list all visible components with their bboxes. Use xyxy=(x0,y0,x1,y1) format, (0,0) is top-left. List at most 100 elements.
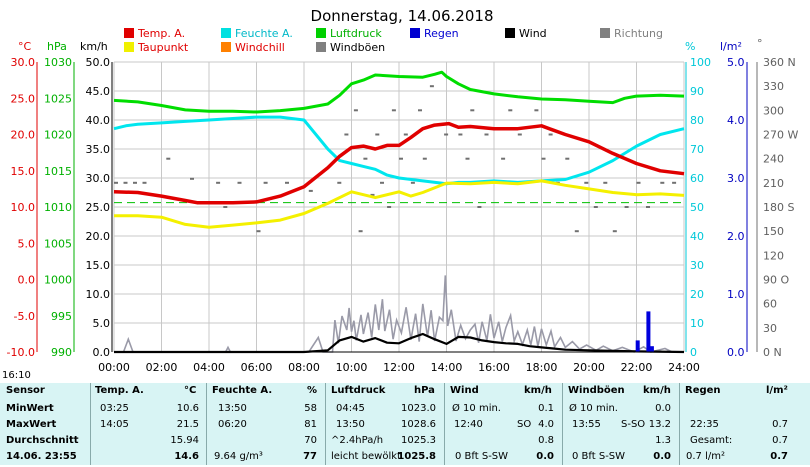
max-wind-time: 12:40 xyxy=(454,419,483,430)
header-temp: Temp. A. xyxy=(95,385,144,396)
max-wind-direction: SO xyxy=(517,419,532,430)
direction-point xyxy=(256,230,261,233)
humidity-tick-label: 80 xyxy=(690,114,704,127)
min-press-value: 1023.0 xyxy=(401,403,436,414)
avg-rain-value: 0.7 xyxy=(772,435,788,446)
pressure-line xyxy=(113,70,685,114)
pressure-tick-label: 1020 xyxy=(44,129,72,142)
weather-chart: Donnerstag, 14.06.2018 Temp. A. Feuchte A… xyxy=(7,7,799,374)
column-divider xyxy=(562,383,563,465)
header-humidity-unit: % xyxy=(307,385,318,396)
table-row-current: 14.06. 23:55 14.6 9.64 g/m³ 77 leicht be… xyxy=(0,451,810,467)
header-rain: Regen xyxy=(685,385,721,396)
direction-point xyxy=(422,157,427,160)
temp-tick-label: 30.0 xyxy=(11,56,36,69)
rain-bar xyxy=(635,340,640,352)
gusts-series xyxy=(122,275,673,353)
x-tick-label: 20:00 xyxy=(573,361,605,374)
column-divider xyxy=(679,383,680,465)
header-pressure: Luftdruck xyxy=(331,385,386,396)
direction-point xyxy=(584,181,589,184)
direction-point xyxy=(534,109,539,112)
direction-tick-label: 30 xyxy=(763,322,777,335)
min-wind-label: Ø 10 min. xyxy=(452,403,501,414)
legend-swatch xyxy=(124,42,134,52)
legend-swatch xyxy=(124,28,134,38)
direction-tick-label: 210 xyxy=(763,177,784,190)
avg-temp-value: 15.94 xyxy=(170,435,199,446)
temp-tick-label: 20.0 xyxy=(11,129,36,142)
direction-tick-label: 270 W xyxy=(763,129,798,142)
column-divider xyxy=(90,383,91,465)
avg-press-value: 1025.3 xyxy=(401,435,436,446)
wind-tick-label: 20.0 xyxy=(86,230,111,243)
header-temp-unit: °C xyxy=(184,385,197,396)
axes-layer xyxy=(36,62,758,353)
rain-tick-label: 2.0 xyxy=(727,230,745,243)
humidity-tick-label: 20 xyxy=(690,288,704,301)
direction-point xyxy=(142,181,147,184)
wind-tick-label: 40.0 xyxy=(86,114,111,127)
min-press-time: 04:45 xyxy=(336,403,365,414)
direction-point xyxy=(380,181,384,184)
wind-tick-label: 0.0 xyxy=(93,346,111,359)
max-press-value: 1028.6 xyxy=(401,419,436,430)
lines-layer xyxy=(113,70,685,354)
pressure-tick-label: 1010 xyxy=(44,201,72,214)
row-label: MaxWert xyxy=(6,419,57,430)
rain-tick-label: 5.0 xyxy=(727,56,745,69)
direction-point xyxy=(484,133,489,136)
table-header-row: Sensor Temp. A. °C Feuchte A. % Luftdruc… xyxy=(0,385,810,401)
current-rain-value: 0.7 xyxy=(770,451,788,462)
wind-tick-label: 50.0 xyxy=(86,56,111,69)
rain-tick-label: 4.0 xyxy=(727,114,745,127)
direction-point xyxy=(387,206,392,208)
direction-point xyxy=(646,206,650,208)
gust-line xyxy=(122,275,673,353)
axis-unit-pressure: hPa xyxy=(47,40,67,53)
axis-unit-temp: °C xyxy=(18,40,32,53)
current-wind-label: 0 Bft S-SW xyxy=(455,451,509,462)
direction-point xyxy=(444,133,449,136)
legend-swatch xyxy=(505,28,515,38)
direction-point xyxy=(548,133,553,136)
wind-line xyxy=(114,332,685,354)
min-hum-time: 13:50 xyxy=(218,403,247,414)
max-rain-value: 0.7 xyxy=(772,419,788,430)
max-temp-value: 21.5 xyxy=(176,419,199,430)
humidity-tick-label: 60 xyxy=(690,172,704,185)
direction-point xyxy=(353,109,358,112)
wind-tick-label: 35.0 xyxy=(86,143,111,156)
header-gust: Windböen xyxy=(568,385,625,396)
pressure-tick-label: 1005 xyxy=(44,237,72,250)
wind-tick-label: 45.0 xyxy=(86,85,111,98)
direction-point xyxy=(517,133,522,136)
direction-point xyxy=(358,230,363,233)
x-tick-label: 08:00 xyxy=(288,361,320,374)
current-hum-value: 77 xyxy=(303,451,317,462)
table-row-max: MaxWert 14:05 21.5 06:20 81 13:50 1028.6… xyxy=(0,419,810,435)
direction-tick-label: 150 xyxy=(763,225,784,238)
legend-label: Windböen xyxy=(330,41,385,54)
legend-label: Temp. A. xyxy=(137,27,185,40)
x-tick-label: 22:00 xyxy=(621,361,653,374)
direction-point xyxy=(133,181,137,184)
wind-tick-label: 5.0 xyxy=(93,317,111,330)
direction-point xyxy=(574,230,579,233)
direction-point xyxy=(237,181,242,184)
pressure-tick-label: 1000 xyxy=(44,274,72,287)
humidity-tick-label: 40 xyxy=(690,230,704,243)
direction-tick-label: 90 O xyxy=(763,274,789,287)
wind-tick-label: 15.0 xyxy=(86,259,111,272)
direction-tick-label: 180 S xyxy=(763,201,794,214)
direction-point xyxy=(166,157,171,160)
header-gust-unit: km/h xyxy=(643,385,671,396)
rain-bar xyxy=(649,346,654,352)
wind-tick-label: 10.0 xyxy=(86,288,111,301)
legend-swatch xyxy=(221,28,231,38)
direction-point xyxy=(458,133,463,136)
pressure-tick-label: 1015 xyxy=(44,165,72,178)
header-sensor: Sensor xyxy=(6,385,45,396)
axis-unit-rain: l/m² xyxy=(720,40,742,53)
pressure-tick-label: 990 xyxy=(51,346,72,359)
